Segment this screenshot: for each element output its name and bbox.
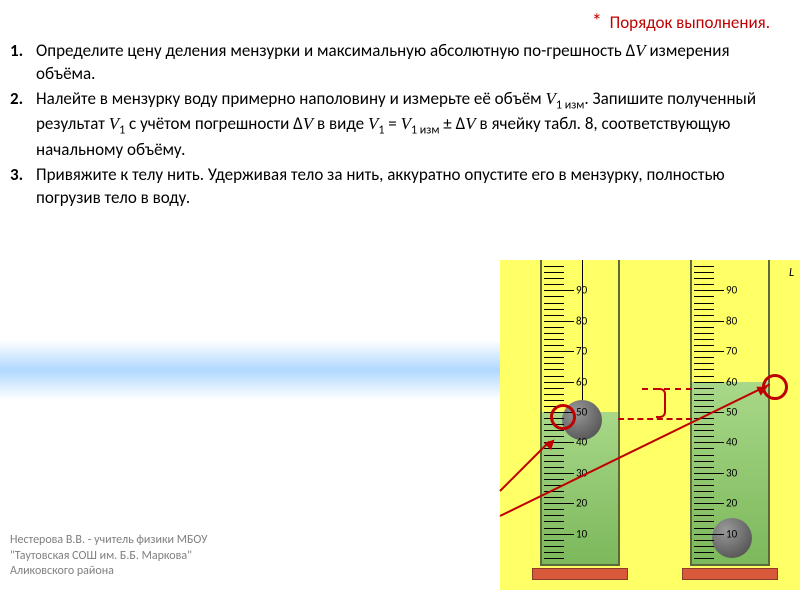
tick-label: 40	[726, 436, 737, 449]
steps-list: 1. Определите цену деления мензурки и ма…	[10, 40, 790, 212]
footer-attribution: Нестерова В.В. - учитель физики МБОУ "Та…	[10, 533, 208, 580]
step-text: Привяжите к телу нить. Удерживая тело за…	[36, 164, 790, 210]
level-mark-circle	[550, 404, 576, 430]
tick-label: 50	[576, 406, 587, 419]
step-number: 1.	[10, 40, 36, 86]
cylinder-body: 10 20 30 40 50 60 70 80 90	[690, 260, 770, 566]
heading-text: Порядок выполнения.	[610, 12, 770, 33]
step-text: Налейте в мензурку воду примерно наполов…	[36, 88, 790, 162]
tick-label: 50	[726, 406, 737, 419]
footer-line: Аликовского района	[10, 564, 208, 580]
side-label: L	[789, 266, 794, 280]
tick-label: 90	[576, 284, 587, 297]
step-text: Определите цену деления мензурки и макси…	[36, 40, 790, 86]
tick-label: 10	[726, 527, 737, 540]
dash-level-60	[642, 388, 692, 390]
cylinder-base	[532, 568, 628, 580]
step-number: 2.	[10, 88, 36, 162]
step-1: 1. Определите цену деления мензурки и ма…	[10, 40, 790, 86]
tick-label: 80	[726, 314, 737, 327]
tick-label: 70	[576, 345, 587, 358]
tick-label: 60	[576, 375, 587, 388]
footer-line: "Таутовская СОШ им. Б.Б. Маркова"	[10, 549, 208, 565]
step-number: 3.	[10, 164, 36, 210]
tick-label: 20	[726, 497, 737, 510]
tick-label: 80	[576, 314, 587, 327]
volume-bracket	[656, 388, 666, 418]
cylinder-base	[682, 568, 778, 580]
tick-label: 20	[576, 497, 587, 510]
star-icon: *	[592, 10, 602, 34]
tick-label: 90	[726, 284, 737, 297]
tick-label: 70	[726, 345, 737, 358]
tick-label: 30	[726, 466, 737, 479]
tick-label: 40	[576, 436, 587, 449]
footer-line: Нестерова В.В. - учитель физики МБОУ	[10, 533, 208, 549]
step-3: 3. Привяжите к телу нить. Удерживая тело…	[10, 164, 790, 210]
dash-level-50	[618, 418, 692, 420]
scale-ticks: 10 20 30 40 50 60 70 80 90	[692, 260, 768, 564]
tick-label: 60	[726, 375, 737, 388]
cylinder-right: 10 20 30 40 50 60 70 80 90	[690, 260, 770, 580]
measuring-cylinders-figure: 10 20 30 40 50 60 70 80 90 10 20 30 40 50 60 70 80 90 L	[500, 260, 800, 590]
step-2: 2. Налейте в мензурку воду примерно напо…	[10, 88, 790, 162]
decorative-band	[0, 340, 500, 400]
procedure-heading: * Порядок выполнения.	[592, 10, 770, 34]
tick-label: 10	[576, 527, 587, 540]
